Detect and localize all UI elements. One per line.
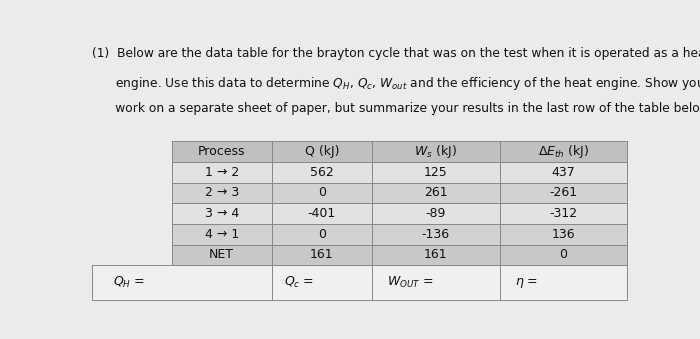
Text: engine. Use this data to determine $Q_{H}$, $Q_{c}$, $W_{out}$ and the efficienc: engine. Use this data to determine $Q_{H… <box>92 75 700 92</box>
Bar <box>372 203 500 224</box>
Text: Q (kJ): Q (kJ) <box>304 145 340 158</box>
Bar <box>372 224 500 244</box>
Text: -401: -401 <box>308 207 336 220</box>
Text: 161: 161 <box>424 248 448 261</box>
Text: 1 → 2: 1 → 2 <box>204 166 239 179</box>
Bar <box>272 182 372 203</box>
Bar <box>500 224 627 244</box>
Bar <box>172 162 272 182</box>
Text: -312: -312 <box>550 207 578 220</box>
Bar <box>172 141 272 162</box>
Text: Process: Process <box>198 145 246 158</box>
Text: 437: 437 <box>552 166 575 179</box>
Bar <box>500 265 627 300</box>
Bar <box>500 182 627 203</box>
Bar <box>272 224 372 244</box>
Bar <box>272 203 372 224</box>
Text: $W_{OUT}$ =: $W_{OUT}$ = <box>387 275 434 290</box>
Bar <box>272 265 372 300</box>
Bar <box>372 162 500 182</box>
Text: 261: 261 <box>424 186 448 199</box>
Text: 161: 161 <box>310 248 334 261</box>
Text: 562: 562 <box>310 166 334 179</box>
Text: 2 → 3: 2 → 3 <box>204 186 239 199</box>
Text: $W_s$ (kJ): $W_s$ (kJ) <box>414 143 457 160</box>
Text: NET: NET <box>209 248 234 261</box>
Bar <box>372 244 500 265</box>
Bar <box>500 141 627 162</box>
Bar <box>172 203 272 224</box>
Text: 0: 0 <box>559 248 568 261</box>
Text: 3 → 4: 3 → 4 <box>204 207 239 220</box>
Bar <box>92 265 272 300</box>
Text: work on a separate sheet of paper, but summarize your results in the last row of: work on a separate sheet of paper, but s… <box>92 102 700 115</box>
Text: -261: -261 <box>550 186 578 199</box>
Bar <box>500 244 627 265</box>
Bar <box>172 224 272 244</box>
Text: 4 → 1: 4 → 1 <box>204 228 239 241</box>
Bar <box>172 182 272 203</box>
Text: $Q_c$ =: $Q_c$ = <box>284 275 314 290</box>
Text: $\Delta E_{th}$ (kJ): $\Delta E_{th}$ (kJ) <box>538 143 589 160</box>
Bar <box>272 141 372 162</box>
Bar <box>272 162 372 182</box>
Text: 0: 0 <box>318 228 326 241</box>
Text: 125: 125 <box>424 166 448 179</box>
Text: 0: 0 <box>318 186 326 199</box>
Bar <box>172 244 272 265</box>
Text: $\eta$ =: $\eta$ = <box>515 276 538 290</box>
Bar <box>372 265 500 300</box>
Text: (1)  Below are the data table for the brayton cycle that was on the test when it: (1) Below are the data table for the bra… <box>92 47 700 60</box>
Text: -136: -136 <box>422 228 450 241</box>
Bar <box>272 244 372 265</box>
Text: 136: 136 <box>552 228 575 241</box>
Text: $Q_H$ =: $Q_H$ = <box>113 275 146 290</box>
Bar <box>500 203 627 224</box>
Bar <box>372 182 500 203</box>
Text: -89: -89 <box>426 207 446 220</box>
Bar <box>500 162 627 182</box>
Bar <box>372 141 500 162</box>
